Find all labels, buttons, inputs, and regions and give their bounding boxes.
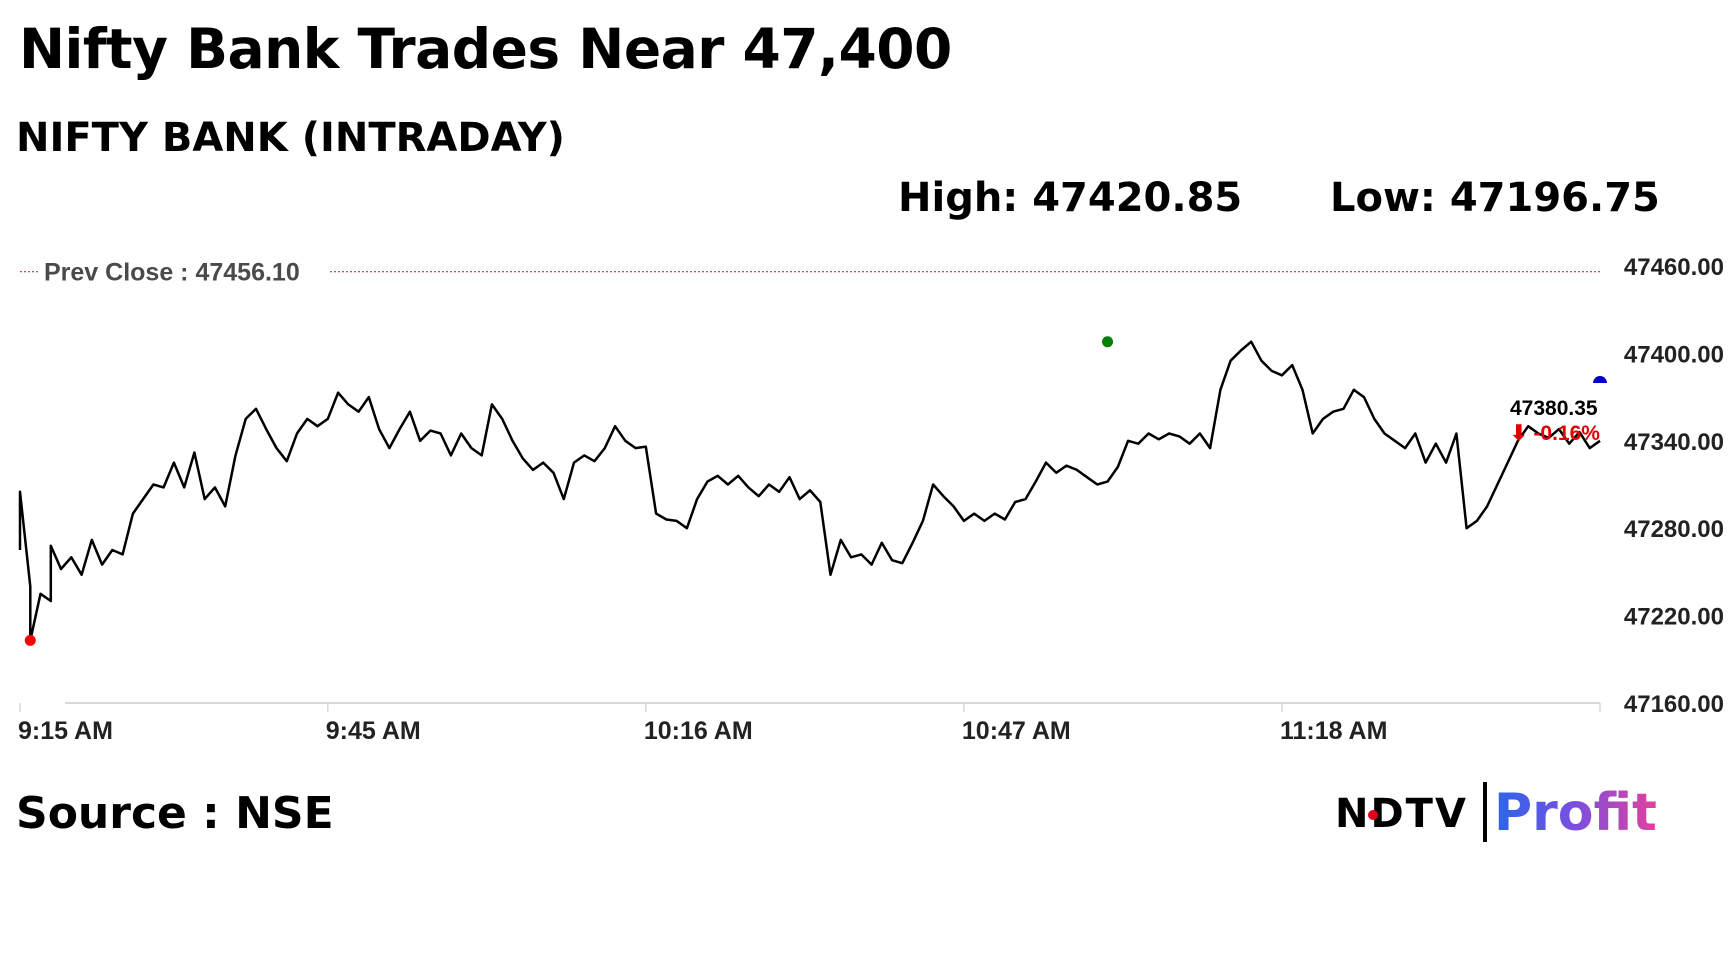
y-tick-label: 47280.00 (1624, 516, 1724, 543)
headline: Nifty Bank Trades Near 47,400 (19, 17, 952, 81)
high-value: High: 47420.85 (898, 175, 1243, 221)
profit-wordmark: Profit (1494, 783, 1657, 843)
ndtv-dot-icon (1368, 810, 1378, 820)
prev-close-label: Prev Close : 47456.10 (44, 259, 300, 287)
y-tick-label: 47460.00 (1624, 254, 1724, 281)
change-percent-label: ⬇ -0.16% (1510, 422, 1600, 445)
x-tick-label: 9:45 AM (326, 717, 421, 745)
price-line (18, 340, 1601, 642)
y-tick-label: 47340.00 (1624, 429, 1724, 456)
last-value-label: 47380.35 (1510, 397, 1598, 420)
chart-subtitle: NIFTY BANK (INTRADAY) (16, 115, 565, 161)
x-tick-label: 10:16 AM (644, 717, 753, 745)
day-low-marker (24, 634, 36, 646)
y-tick-label: 47220.00 (1624, 604, 1724, 631)
ndtv-wordmark: NDTV (1335, 791, 1468, 837)
y-tick-label: 47160.00 (1624, 691, 1724, 718)
y-tick-label: 47400.00 (1624, 341, 1724, 368)
last-price-marker (1593, 376, 1607, 384)
day-high-marker (1102, 336, 1114, 348)
x-tick-label: 10:47 AM (962, 717, 1071, 745)
x-tick-label: 11:18 AM (1280, 717, 1387, 745)
x-tick-label: 9:15 AM (18, 717, 113, 745)
logo-divider (1483, 782, 1487, 842)
source-note: Source : NSE (16, 788, 334, 839)
low-value: Low: 47196.75 (1330, 175, 1660, 221)
